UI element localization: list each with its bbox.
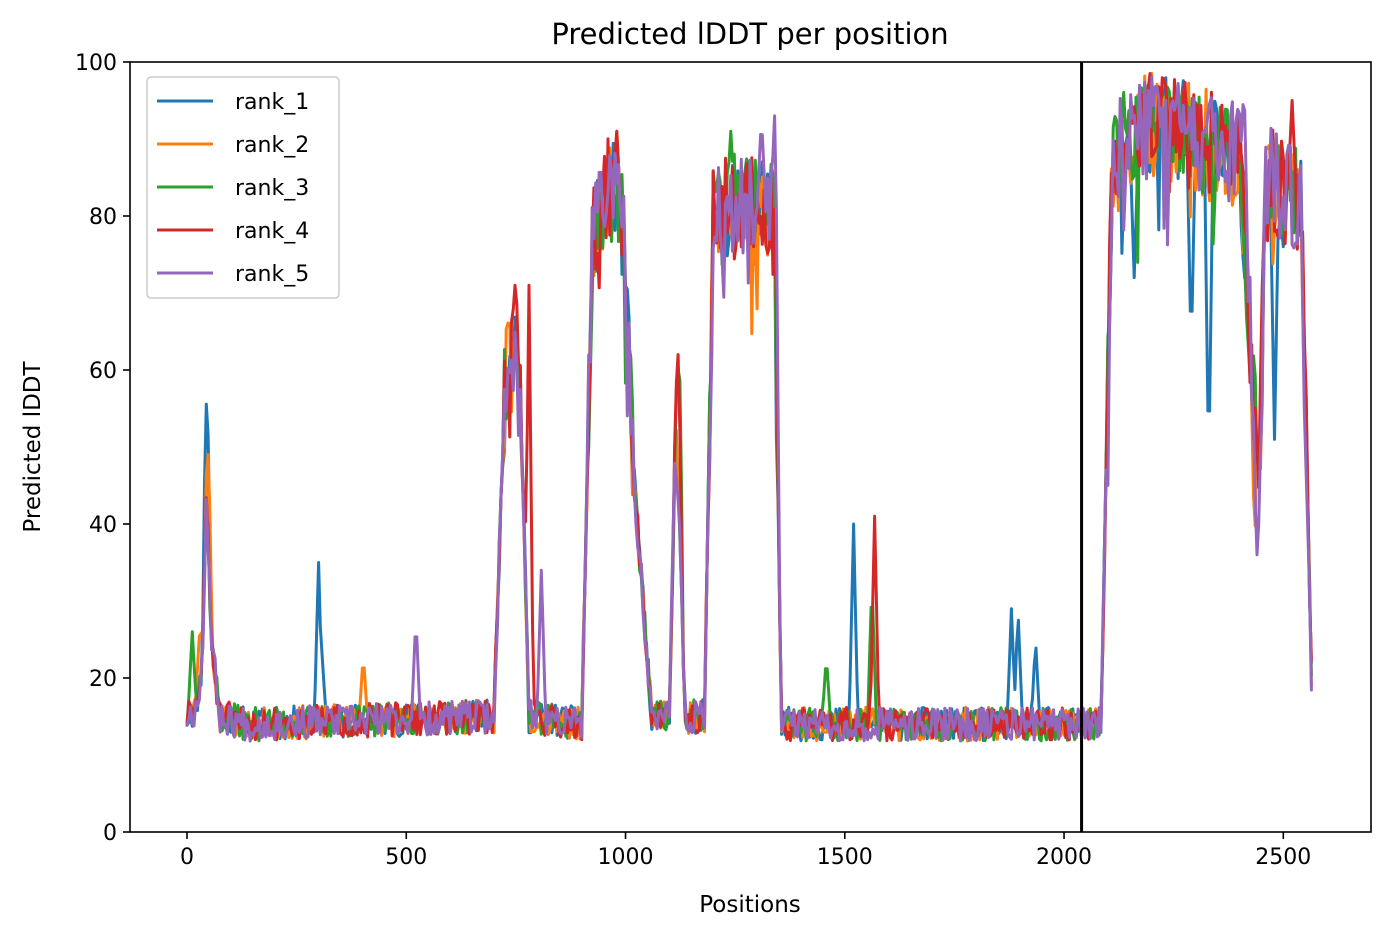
x-tick-label: 2500: [1255, 845, 1311, 870]
legend-label: rank_5: [235, 262, 309, 287]
y-tick-label: 20: [89, 667, 117, 692]
legend: rank_1 rank_2 rank_3 rank_4 rank_5: [146, 76, 340, 299]
legend-box: [146, 76, 340, 299]
y-axis-ticks: 0 20 40 60 80 100: [75, 51, 130, 846]
y-tick-label: 0: [103, 821, 117, 846]
legend-label: rank_1: [235, 90, 309, 115]
x-tick-label: 0: [180, 845, 194, 870]
x-tick-label: 500: [385, 845, 427, 870]
plot-frame: [129, 61, 1372, 833]
x-tick-label: 1000: [598, 845, 654, 870]
y-tick-label: 100: [75, 51, 117, 76]
x-axis-ticks: 0 500 1000 1500 2000 2500: [180, 832, 1311, 870]
x-tick-label: 1500: [817, 845, 873, 870]
x-tick-label: 2000: [1036, 845, 1092, 870]
series-lines: [185, 72, 1313, 743]
x-axis-label: Positions: [699, 892, 801, 918]
y-tick-label: 40: [89, 513, 117, 538]
legend-label: rank_2: [235, 133, 309, 158]
chart-title: Predicted lDDT per position: [551, 17, 948, 51]
legend-label: rank_4: [235, 219, 309, 244]
series-line-rank-5: [185, 75, 1313, 743]
y-tick-label: 80: [89, 205, 117, 230]
y-axis-label: Predicted lDDT: [20, 360, 46, 532]
plot-area: [185, 62, 1313, 832]
y-tick-label: 60: [89, 359, 117, 384]
legend-label: rank_3: [235, 176, 309, 201]
